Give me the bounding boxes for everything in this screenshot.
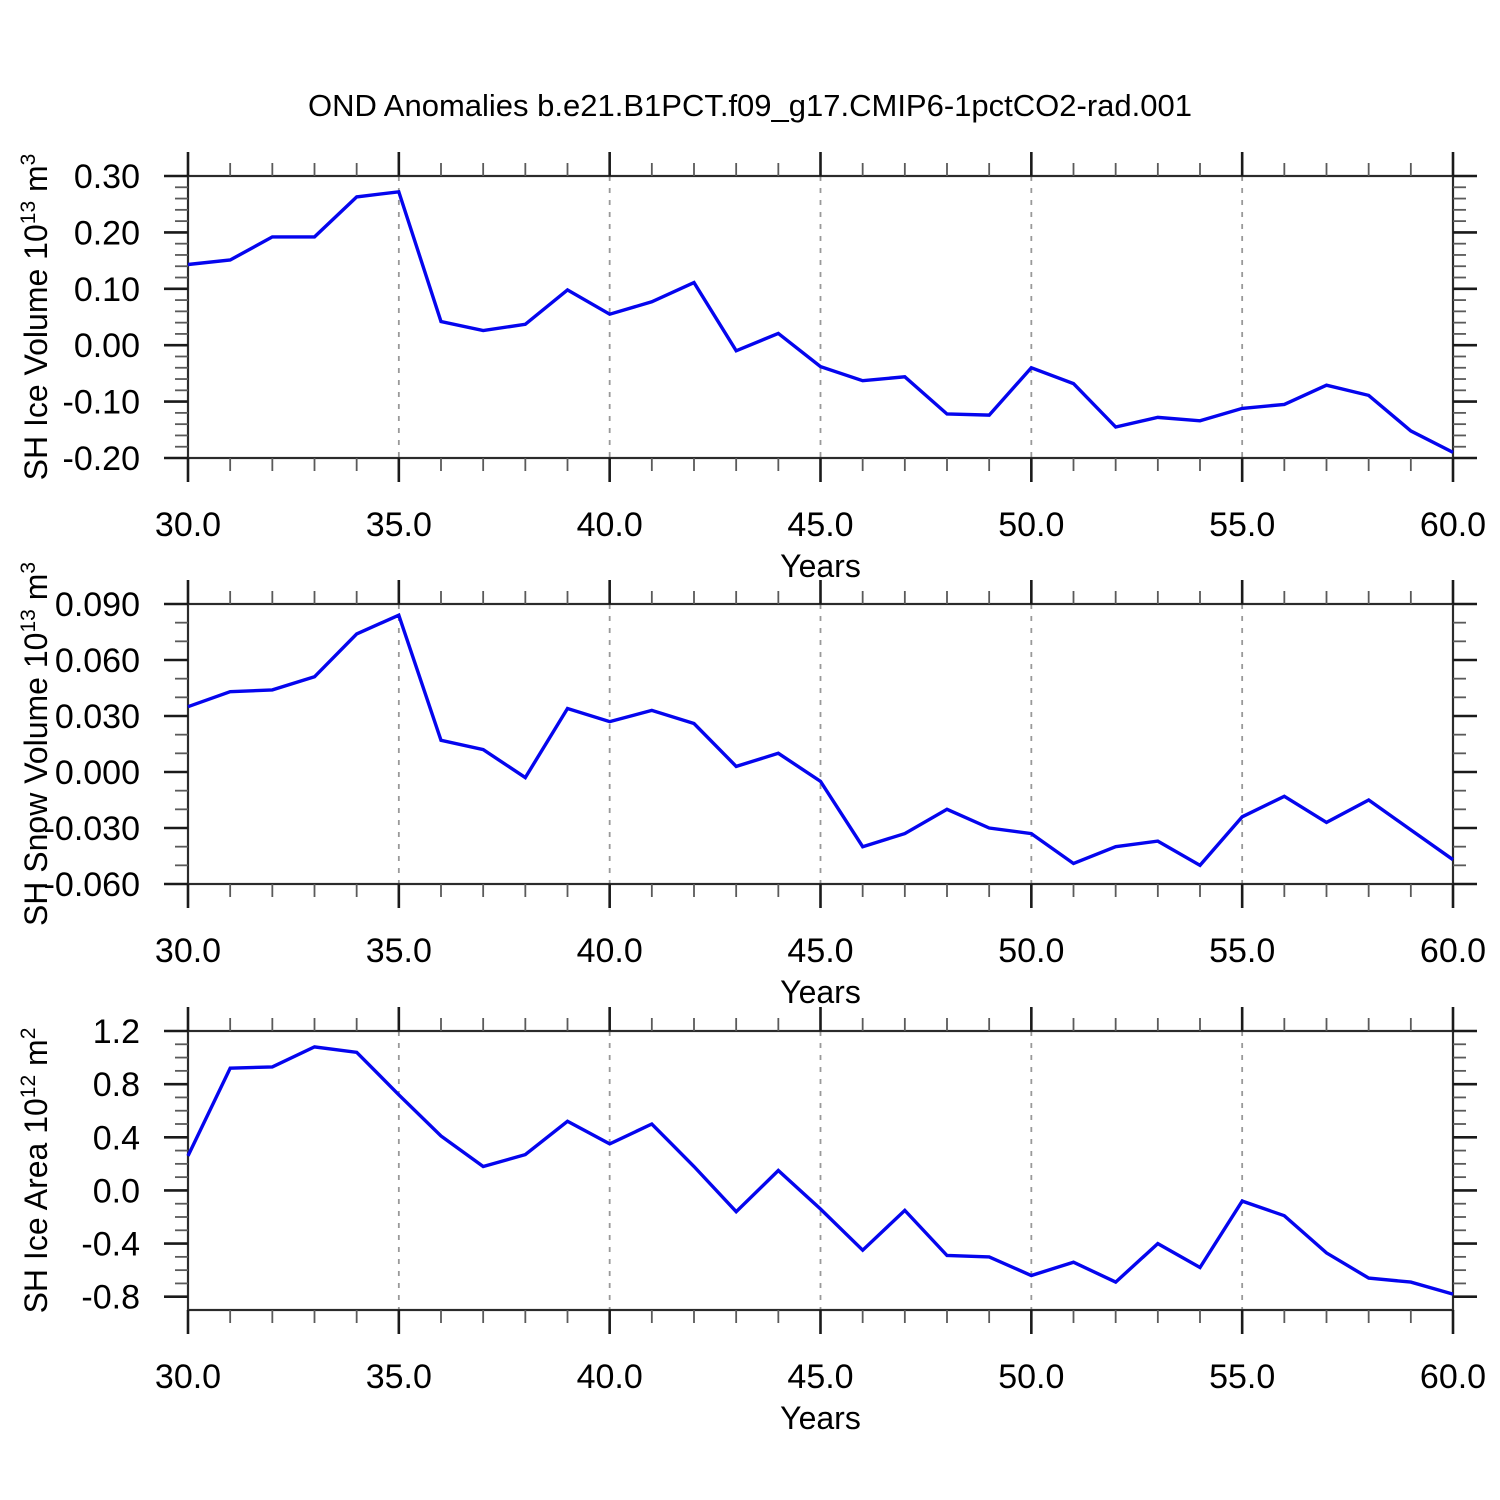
x-axis-label: Years xyxy=(780,974,861,1010)
x-axis-label: Years xyxy=(780,548,861,584)
x-tick-label: 55.0 xyxy=(1209,506,1275,544)
plot-frame xyxy=(186,602,1455,886)
x-tick-label: 50.0 xyxy=(998,1358,1064,1396)
y-tick-label: 0.090 xyxy=(55,586,140,624)
x-tick-label: 55.0 xyxy=(1209,1358,1275,1396)
plot-frame xyxy=(186,174,1455,460)
y-tick-label: -0.4 xyxy=(81,1226,140,1264)
y-tick-label: 0.10 xyxy=(74,271,140,309)
y-tick-label: 0.20 xyxy=(74,214,140,252)
x-tick-label: 60.0 xyxy=(1420,932,1486,970)
x-tick-label: 35.0 xyxy=(366,506,432,544)
line-series-sh-ice-volume xyxy=(187,189,1454,454)
x-tick-label: 50.0 xyxy=(998,506,1064,544)
chart-panel-sh-ice-area: -0.8 -0.4 0.0 0.4 0.8 1.2 30.0 35.0 40.0 45.0 50.0… xyxy=(17,1007,1486,1436)
x-tick-label: 40.0 xyxy=(577,506,643,544)
x-tick-label: 30.0 xyxy=(155,1358,221,1396)
x-axis-label: Years xyxy=(780,1400,861,1436)
y-tick-label: -0.060 xyxy=(44,866,140,904)
y-tick-label: 0.4 xyxy=(93,1119,140,1157)
y-tick-label: 1.2 xyxy=(93,1013,140,1051)
page-title: OND Anomalies b.e21.B1PCT.f09_g17.CMIP6-… xyxy=(308,88,1192,123)
x-tick-label: 60.0 xyxy=(1420,1358,1486,1396)
x-tick-label: 45.0 xyxy=(787,932,853,970)
x-tick-label: 50.0 xyxy=(998,932,1064,970)
y-axis-label: SH Ice Area 1012 m2 xyxy=(17,1028,54,1314)
y-axis-label: SH Ice Volume 1013 m3 xyxy=(17,154,54,481)
y-tick-label: -0.030 xyxy=(44,810,140,848)
y-tick-label: -0.20 xyxy=(63,440,141,478)
line-series-sh-ice-area xyxy=(186,1045,1454,1296)
line-series-sh-snow-volume xyxy=(187,612,1454,868)
x-tick-label: 35.0 xyxy=(366,932,432,970)
x-tick-label: 30.0 xyxy=(155,506,221,544)
y-tick-label: -0.10 xyxy=(63,384,141,422)
y-tick-label: -0.8 xyxy=(81,1279,140,1317)
y-tick-label: 0.030 xyxy=(55,698,140,736)
x-tick-label: 45.0 xyxy=(787,1358,853,1396)
y-tick-label: 0.00 xyxy=(74,327,140,365)
y-tick-label: 0.000 xyxy=(55,754,140,792)
x-tick-label: 40.0 xyxy=(577,932,643,970)
y-axis-label: SH Snow Volume 1013 m3 xyxy=(17,562,54,926)
x-tick-label: 45.0 xyxy=(787,506,853,544)
x-tick-label: 60.0 xyxy=(1420,506,1486,544)
y-tick-label: 0.060 xyxy=(55,642,140,680)
x-tick-label: 55.0 xyxy=(1209,932,1275,970)
chart-panel-sh-snow-volume: -0.060 -0.030 0.000 0.030 0.060 0.090 30.0 35.0… xyxy=(17,562,1486,1010)
x-tick-label: 35.0 xyxy=(366,1358,432,1396)
y-tick-label: 0.0 xyxy=(93,1172,140,1210)
y-tick-label: 0.8 xyxy=(93,1066,140,1104)
x-tick-label: 40.0 xyxy=(577,1358,643,1396)
x-tick-label: 30.0 xyxy=(155,932,221,970)
y-tick-label: 0.30 xyxy=(74,158,140,196)
chart-panel-sh-ice-volume: -0.20 -0.10 0.00 0.10 0.20 0.30 30.0 35.0 40.0 45… xyxy=(17,152,1486,584)
